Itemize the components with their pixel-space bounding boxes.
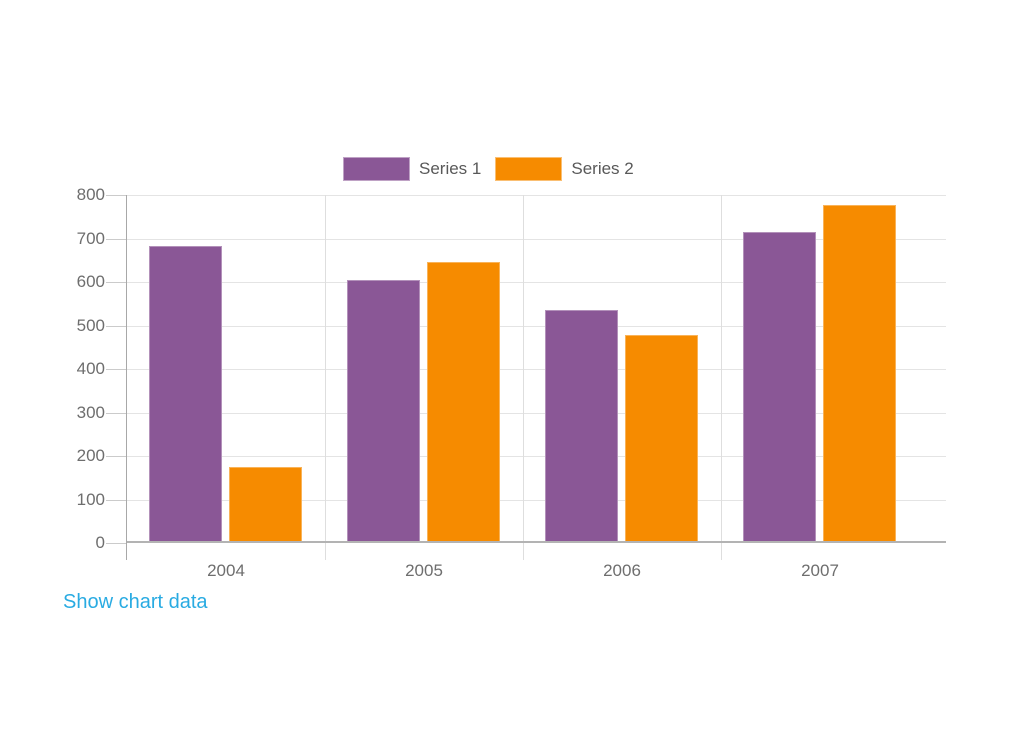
y-axis-label: 400 <box>76 359 105 378</box>
bar-2004-series-1[interactable] <box>149 246 222 543</box>
legend-label: Series 2 <box>571 159 634 178</box>
bar-2006-series-2[interactable] <box>625 335 698 543</box>
bar-2005-series-1[interactable] <box>347 280 420 543</box>
y-axis-label: 100 <box>76 490 105 509</box>
y-axis-line <box>126 195 127 560</box>
y-axis-tick <box>106 543 126 544</box>
gridline-y-600 <box>127 282 946 283</box>
y-axis-label: 500 <box>76 316 105 335</box>
gridline-y-500 <box>127 326 946 327</box>
plot-area <box>126 195 946 560</box>
y-axis-label: 300 <box>76 403 105 422</box>
gridline-y-400 <box>127 369 946 370</box>
y-axis-tick <box>106 369 126 370</box>
show-chart-data-link[interactable]: Show chart data <box>63 591 208 613</box>
gridline-x-boundary-3 <box>721 195 722 560</box>
legend-swatch-icon <box>495 157 563 181</box>
bar-2007-series-2[interactable] <box>823 205 896 543</box>
bar-2004-series-2[interactable] <box>229 467 302 543</box>
y-axis-tick <box>106 326 126 327</box>
y-axis-label: 700 <box>76 229 105 248</box>
legend-label: Series 1 <box>419 159 482 178</box>
gridline-y-100 <box>127 500 946 501</box>
y-axis-label: 800 <box>76 185 105 204</box>
gridline-y-300 <box>127 413 946 414</box>
y-axis-tick <box>106 413 126 414</box>
x-axis-line <box>127 541 946 543</box>
y-axis-tick <box>106 195 126 196</box>
x-axis-label-2007: 2007 <box>801 561 839 580</box>
y-axis-label: 600 <box>76 272 105 291</box>
bar-2007-series-1[interactable] <box>743 232 816 543</box>
x-axis-label-2005: 2005 <box>405 561 443 580</box>
legend-swatch-icon <box>343 157 410 181</box>
bar-2005-series-2[interactable] <box>427 262 500 543</box>
legend-item-series-2[interactable]: Series 2 <box>495 157 634 181</box>
y-axis-tick <box>106 456 126 457</box>
gridline-y-800 <box>127 195 946 196</box>
gridline-x-boundary-2 <box>523 195 524 560</box>
y-axis-label: 200 <box>76 446 105 465</box>
legend-item-series-1[interactable]: Series 1 <box>343 157 481 181</box>
x-axis-label-2006: 2006 <box>603 561 641 580</box>
gridline-x-boundary-1 <box>325 195 326 560</box>
chart-legend: Series 1 Series 2 <box>343 157 648 181</box>
y-axis-tick <box>106 500 126 501</box>
y-axis-tick <box>106 239 126 240</box>
gridline-y-700 <box>127 239 946 240</box>
y-axis-tick <box>106 282 126 283</box>
gridline-y-200 <box>127 456 946 457</box>
bar-2006-series-1[interactable] <box>545 310 618 543</box>
y-axis-label: 0 <box>95 533 105 552</box>
x-axis-label-2004: 2004 <box>207 561 245 580</box>
